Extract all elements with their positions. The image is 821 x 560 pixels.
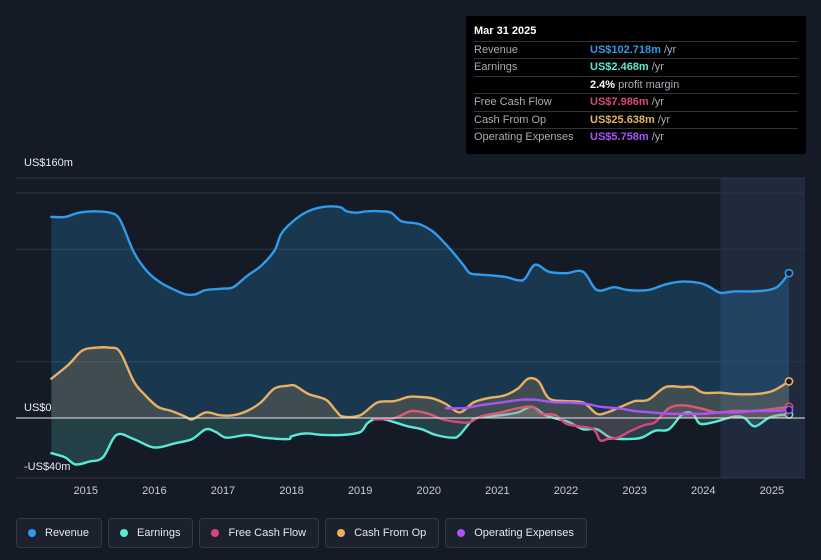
legend-dot-icon [120,529,129,537]
tooltip-row-unit: profit margin [618,78,680,91]
grid-lines [16,177,805,479]
tooltip-row-value: US$5.758m [590,130,649,143]
operating-expenses-end-point [784,405,794,415]
legend-label: Operating Expenses [474,527,574,539]
tooltip-row-value: 2.4% [590,78,616,91]
tooltip-row: Cash From Op US$25.638m/yr [474,110,798,128]
revenue-line [50,205,791,297]
legend-dot-icon [211,529,220,537]
x-axis-tick-label: 2025 [760,485,784,497]
revenue-area [51,206,789,418]
x-axis-tick-label: 2015 [73,485,97,497]
tooltip-row-label: Revenue [474,44,519,56]
legend-dot-icon [337,529,346,537]
tooltip-row: Earnings US$2.468m/yr [474,58,798,75]
tooltip-row-value: US$2.468m [590,61,649,74]
legend-item-operating-expenses[interactable]: Operating Expenses [445,518,587,548]
cash-from-op-end-point [784,377,794,386]
legend-item-free-cash-flow[interactable]: Free Cash Flow [199,518,320,548]
legend-label: Earnings [137,527,181,539]
tooltip-row-value: US$25.638m [590,113,655,126]
tooltip-row-unit: /yr [663,44,677,56]
tooltip-row: 2.4% profit margin [474,75,798,93]
x-axis-tick-label: 2016 [142,485,166,497]
free-cash-flow-line [372,404,791,443]
operating-expenses-line [444,398,791,416]
tooltip-row: Free Cash Flow US$7.986m/yr [474,93,798,110]
x-axis-tick-label: 2023 [622,485,646,497]
tooltip-row-unit: /yr [651,130,664,143]
legend: Revenue Earnings Free Cash Flow Cash From O… [16,518,587,548]
x-axis-tick-label: 2020 [417,485,441,497]
y-axis-label: -US$40m [24,461,70,473]
x-axis-tick-label: 2018 [279,485,303,497]
earnings-area [51,406,789,465]
tooltip-row-label: Cash From Op [474,113,547,126]
legend-item-revenue[interactable]: Revenue [16,518,103,548]
legend-item-earnings[interactable]: Earnings [108,518,194,548]
y-axis-labels: US$160m US$0 -US$40m [24,157,73,473]
x-axis-tick-label: 2017 [211,485,235,497]
legend-label: Revenue [45,527,90,539]
tooltip-row: Operating Expenses US$5.758m/yr [474,127,798,145]
legend-dot-icon [28,529,36,537]
tooltip-row-label [474,77,590,93]
cash-from-op-line [50,346,791,421]
x-axis-tick-label: 2022 [554,485,578,497]
tooltip-row-value: US$102.718m [590,44,661,56]
x-axis-ticks: 2015 2016 2017 2018 2019 2020 2021 2022 2023 2024… [73,485,784,497]
tooltip-row-label: Earnings [474,61,518,74]
tooltip-rows: Revenue US$102.718m/yr Earnings US$2.468m/y… [474,41,798,145]
tooltip-row-unit: /yr [657,113,671,126]
x-axis-tick-label: 2021 [485,485,509,497]
tooltip-row: Revenue US$102.718m/yr [474,41,798,58]
tooltip-row-value: US$7.986m [590,96,649,109]
forecast-region [720,178,805,478]
tooltip-date: Mar 31 2025 [474,25,537,37]
series-layer [16,205,805,466]
legend-label: Free Cash Flow [228,527,307,539]
tooltip-row-label: Free Cash Flow [474,96,552,109]
y-axis-label: US$0 [24,402,52,414]
tooltip-row-unit: /yr [651,61,664,74]
tooltip: Mar 31 2025 Revenue US$102.718m/yr Earning… [466,16,806,154]
y-axis-label: US$160m [24,157,73,169]
tooltip-row-unit: /yr [651,96,664,109]
x-axis-tick-label: 2024 [691,485,715,497]
legend-dot-icon [457,529,466,537]
legend-item-cash-from-op[interactable]: Cash From Op [325,518,440,548]
revenue-end-point [784,268,794,278]
x-axis-tick-label: 2019 [348,485,372,497]
legend-label: Cash From Op [354,527,427,539]
tooltip-row-label: Operating Expenses [474,130,574,143]
